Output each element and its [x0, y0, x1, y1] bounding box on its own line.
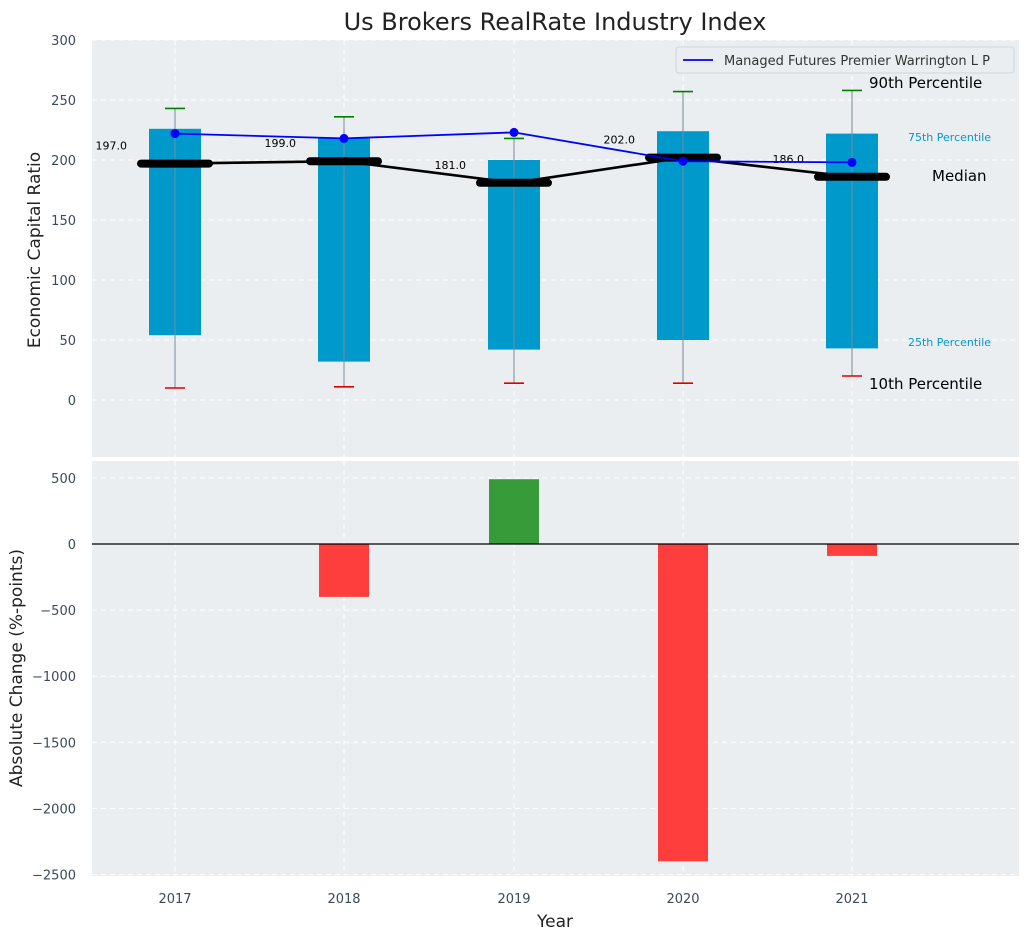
- company-point: [339, 133, 349, 143]
- x-ticks: 2017 2018 2019 2020 2021: [158, 892, 868, 907]
- change-bar: [319, 544, 369, 597]
- x-axis-label: Year: [536, 912, 573, 932]
- change-bar: [827, 544, 877, 556]
- top-y-tick-label: 250: [51, 94, 76, 109]
- x-tick-label: 2020: [666, 892, 699, 907]
- median-value-label: 197.0: [96, 140, 128, 153]
- company-point: [847, 157, 857, 167]
- bottom-y-tick-label: −2500: [32, 869, 76, 884]
- x-tick-label: 2021: [835, 892, 868, 907]
- legend-label-company: Managed Futures Premier Warrington L P: [724, 54, 990, 69]
- legend: Managed Futures Premier Warrington L P: [675, 46, 1015, 74]
- annotation-p75: 75th Percentile: [908, 131, 991, 144]
- bottom-marks: [92, 479, 1019, 862]
- company-point: [678, 156, 688, 166]
- bottom-y-tick-label: 500: [51, 472, 76, 487]
- bottom-y-tick-label: −1000: [32, 670, 76, 685]
- x-tick-label: 2017: [158, 892, 191, 907]
- x-tick-label: 2019: [497, 892, 530, 907]
- change-bar: [658, 544, 708, 862]
- median-value-label: 181.0: [435, 159, 467, 172]
- annotation-p10: 10th Percentile: [869, 375, 982, 393]
- median-value-label: 199.0: [265, 137, 297, 150]
- top-y-tick-label: 0: [68, 394, 76, 409]
- annotation-p25: 25th Percentile: [908, 336, 991, 349]
- bottom-y-axis-label: Absolute Change (%-points): [7, 549, 27, 787]
- top-y-tick-label: 100: [51, 274, 76, 289]
- median-value-label: 202.0: [604, 134, 636, 147]
- top-y-tick-label: 300: [51, 34, 76, 49]
- annotation-median: Median: [932, 167, 987, 185]
- bottom-y-tick-label: −500: [40, 604, 76, 619]
- company-point: [509, 127, 519, 137]
- legend-box: [675, 46, 1015, 74]
- bottom-y-ticks: −2500 −2000 −1500 −1000 −500 0 500: [32, 472, 76, 884]
- company-point: [170, 129, 180, 139]
- median-value-label: 186.0: [773, 153, 805, 166]
- top-y-tick-label: 200: [51, 154, 76, 169]
- chart-title: Us Brokers RealRate Industry Index: [344, 8, 767, 36]
- top-y-tick-label: 150: [51, 214, 76, 229]
- annotation-p90: 90th Percentile: [869, 74, 982, 92]
- top-marks: 197.0 199.0 181.0 202.0 186.0 90th Percentile…: [96, 74, 992, 393]
- x-tick-label: 2018: [327, 892, 360, 907]
- top-plot-area: [92, 40, 1019, 457]
- change-bar: [489, 479, 539, 544]
- bottom-y-tick-label: −1500: [32, 736, 76, 751]
- bottom-y-tick-label: 0: [68, 538, 76, 553]
- bottom-plot-area: [92, 461, 1019, 876]
- top-y-axis-label: Economic Capital Ratio: [25, 152, 45, 348]
- bottom-y-tick-label: −2000: [32, 802, 76, 817]
- top-y-tick-label: 50: [59, 334, 76, 349]
- top-y-ticks: 0 50 100 150 200 250 300: [51, 34, 76, 409]
